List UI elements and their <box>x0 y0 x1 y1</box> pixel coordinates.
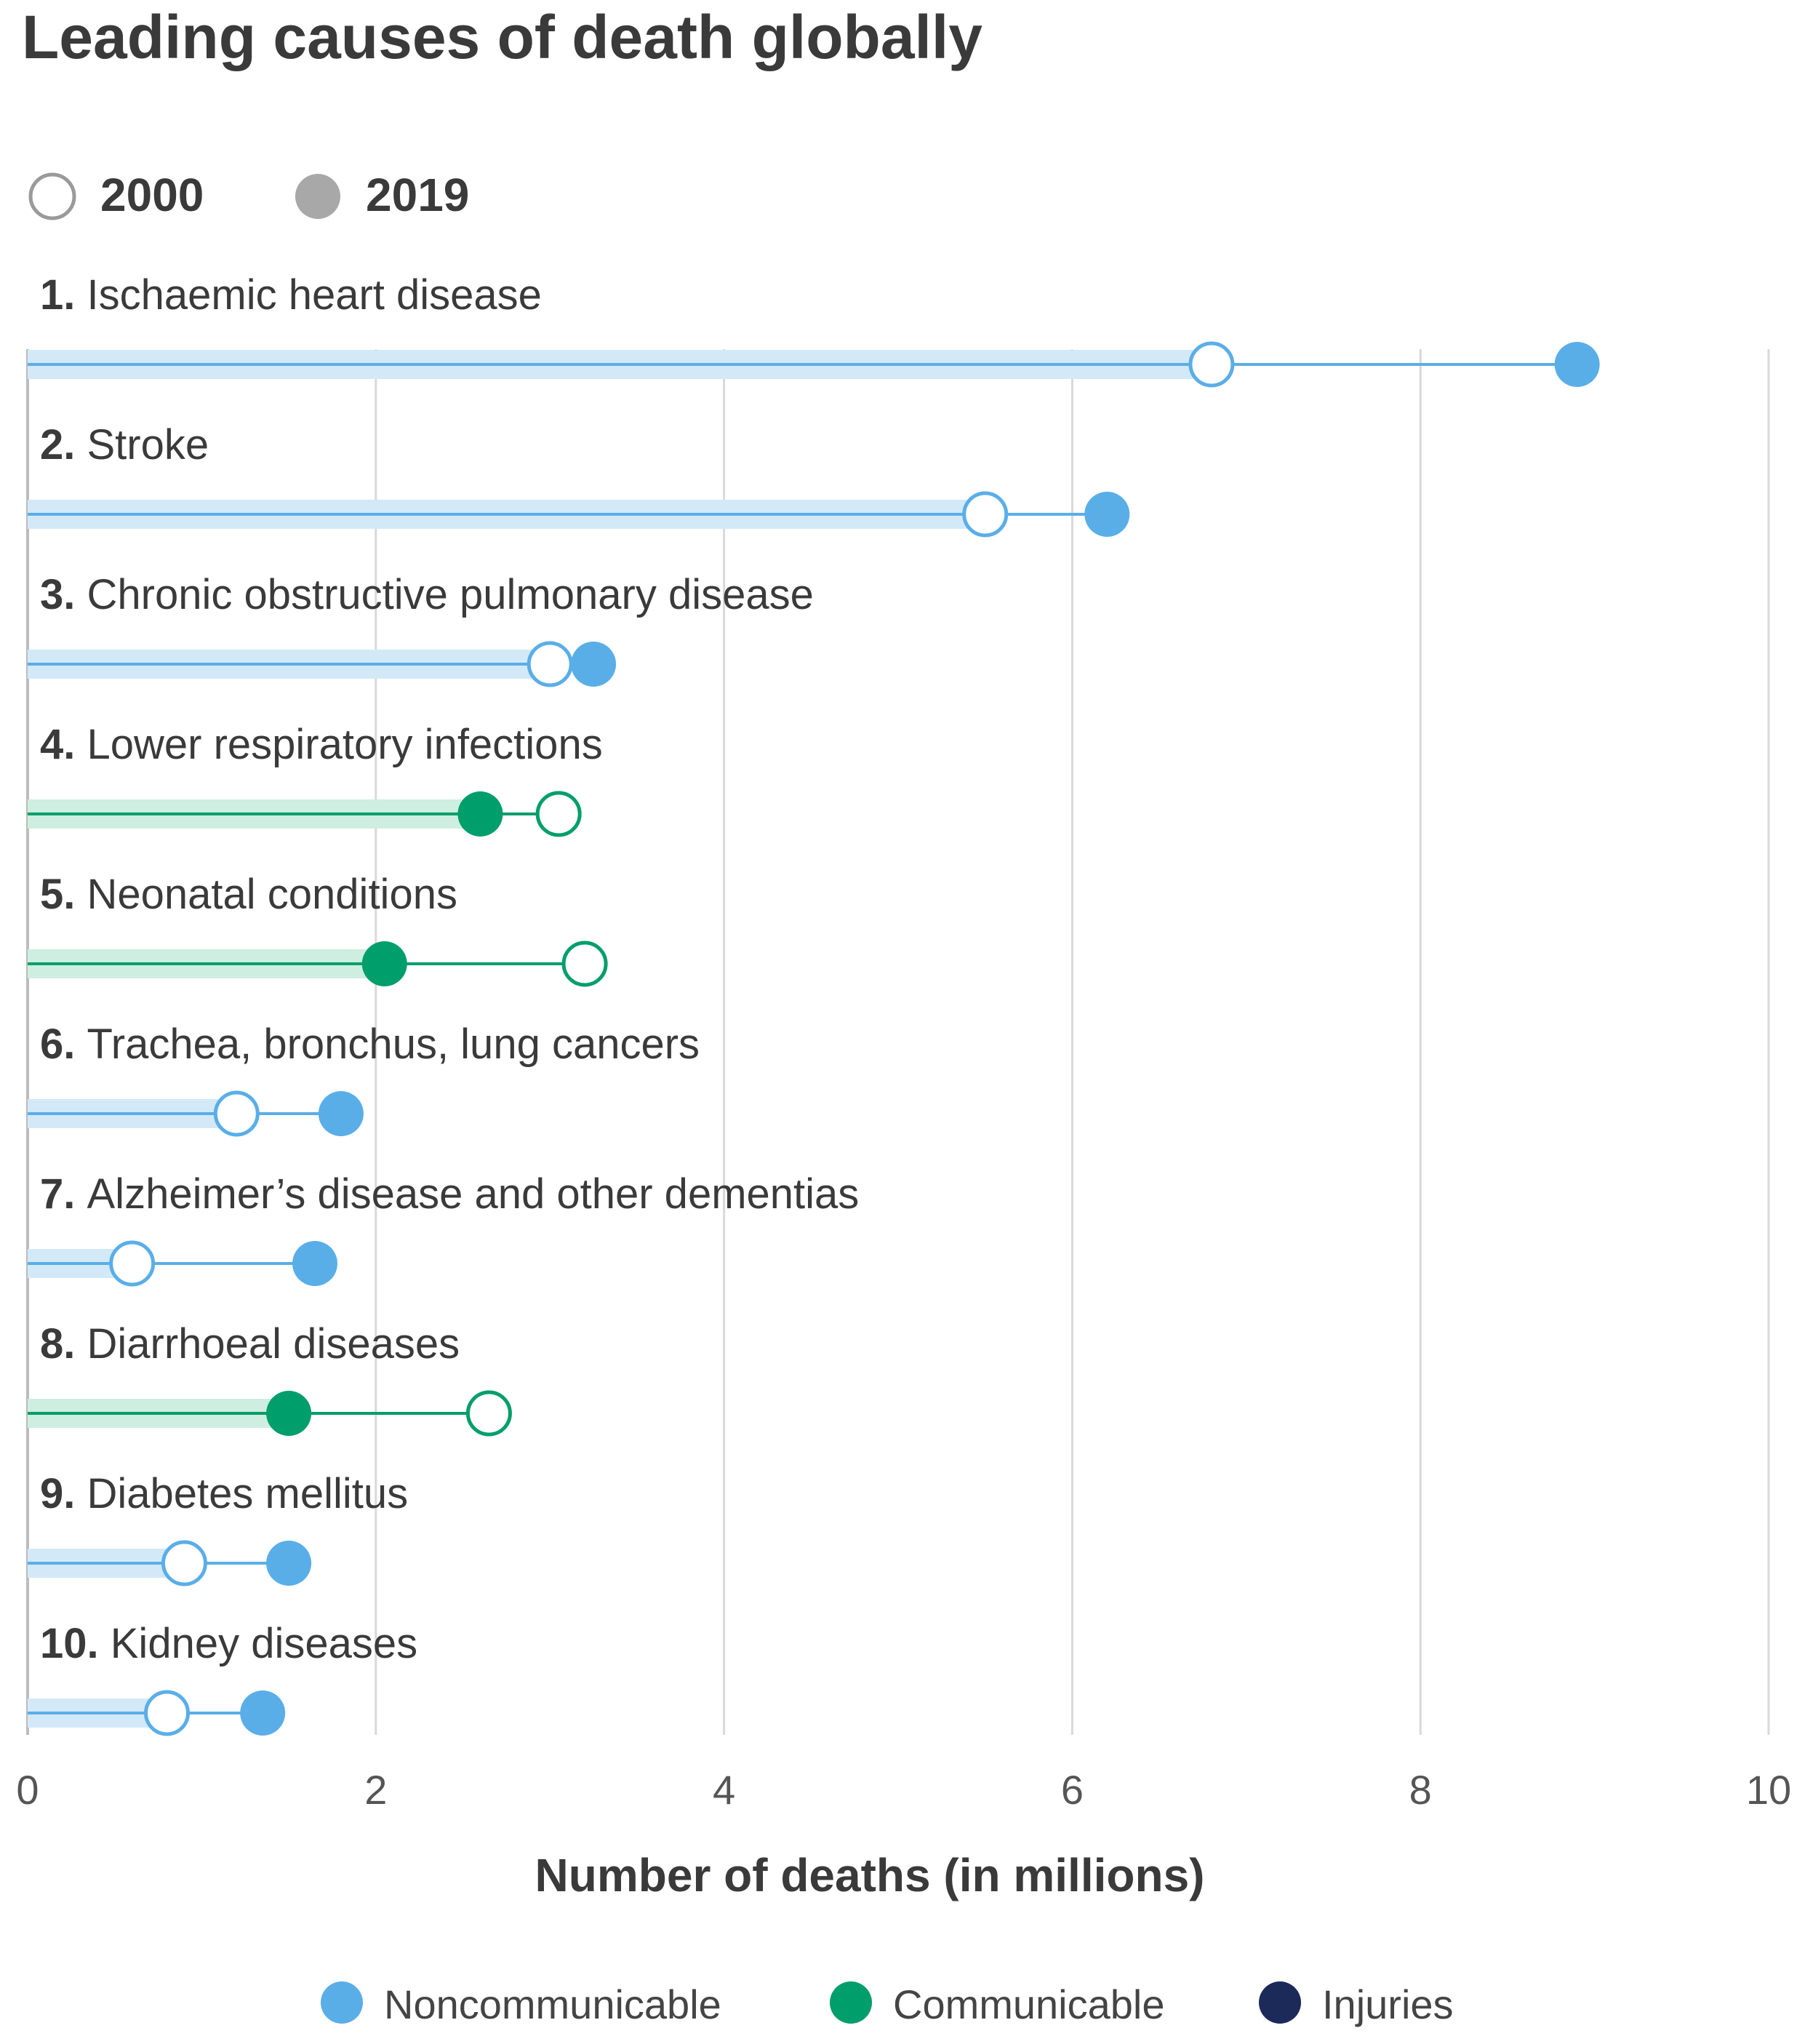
cause-label: 2. Stroke <box>40 421 209 468</box>
legend-injuries-label: Injuries <box>1322 1981 1454 2027</box>
cause-row: 4. Lower respiratory infections <box>28 721 603 837</box>
cause-name: Kidney diseases <box>111 1620 417 1667</box>
cause-rank: 9. <box>40 1470 87 1517</box>
x-tick-label: 10 <box>1746 1767 1791 1813</box>
cause-rank: 4. <box>40 721 87 768</box>
cause-name: Chronic obstructive pulmonary disease <box>87 571 814 618</box>
cause-rank: 3. <box>40 571 87 618</box>
point-2019 <box>292 1241 338 1286</box>
point-2000 <box>109 1240 156 1287</box>
cause-row: 9. Diabetes mellitus <box>28 1470 408 1586</box>
cause-name: Neonatal conditions <box>87 871 457 918</box>
point-2019 <box>361 941 407 986</box>
cause-rank: 10. <box>40 1620 111 1667</box>
year-legend: 2000 2019 <box>28 169 469 221</box>
cause-label: 5. Neonatal conditions <box>40 871 457 918</box>
x-tick-label: 0 <box>16 1767 39 1813</box>
cause-row: 2. Stroke <box>28 421 1130 538</box>
legend-2000-marker <box>28 172 76 220</box>
cause-name: Ischaemic heart disease <box>87 271 542 319</box>
point-2019 <box>240 1690 286 1736</box>
cause-row: 1. Ischaemic heart disease <box>28 271 1600 388</box>
legend-noncommunicable-marker <box>321 1981 363 2024</box>
cause-name: Trachea, bronchus, lung cancers <box>87 1021 700 1068</box>
legend-2019-marker <box>295 174 340 219</box>
x-tick-label: 2 <box>364 1767 387 1813</box>
point-2019 <box>1084 492 1130 537</box>
cause-label: 8. Diarrhoeal diseases <box>40 1320 460 1368</box>
x-tick-labels: 0 2 4 6 8 10 <box>16 1767 1791 1813</box>
x-tick-label: 4 <box>713 1767 735 1813</box>
point-2000 <box>962 491 1009 538</box>
point-2019 <box>571 642 617 687</box>
cause-row: 10. Kidney diseases <box>28 1620 417 1736</box>
legend-2019-label: 2019 <box>366 169 469 221</box>
point-2000 <box>213 1090 260 1137</box>
cause-rank: 1. <box>40 271 87 319</box>
cause-row: 5. Neonatal conditions <box>28 871 608 987</box>
cause-rank: 7. <box>40 1170 87 1218</box>
cause-name: Diabetes mellitus <box>87 1470 409 1517</box>
point-2019 <box>1554 342 1600 387</box>
x-tick-label: 8 <box>1409 1767 1432 1813</box>
legend-2000-label: 2000 <box>100 169 204 221</box>
point-2019 <box>318 1091 364 1136</box>
cause-name: Lower respiratory infections <box>87 721 603 768</box>
cause-rank: 5. <box>40 871 87 918</box>
cause-row: 6. Trachea, bronchus, lung cancers <box>28 1021 700 1137</box>
cause-label: 3. Chronic obstructive pulmonary disease <box>40 571 814 618</box>
x-axis-label: Number of deaths (in millions) <box>535 1849 1205 1901</box>
point-2000 <box>161 1540 207 1586</box>
cause-label: 7. Alzheimer’s disease and other dementi… <box>40 1170 859 1218</box>
legend-communicable-label: Communicable <box>893 1981 1165 2027</box>
point-2000 <box>527 641 573 687</box>
cause-name: Diarrhoeal diseases <box>87 1320 460 1368</box>
grid <box>26 349 1770 1735</box>
cause-row: 3. Chronic obstructive pulmonary disease <box>28 571 814 687</box>
cause-label: 9. Diabetes mellitus <box>40 1470 408 1517</box>
cause-label: 10. Kidney diseases <box>40 1620 417 1667</box>
legend-noncommunicable-label: Noncommunicable <box>384 1981 721 2027</box>
legend-injuries-marker <box>1259 1981 1301 2024</box>
chart-title: Leading causes of death globally <box>22 3 982 71</box>
x-tick-label: 6 <box>1061 1767 1084 1813</box>
legend-communicable-marker <box>830 1981 872 2024</box>
point-2019 <box>266 1541 312 1586</box>
cause-name: Stroke <box>87 421 209 468</box>
cause-rank: 2. <box>40 421 87 468</box>
cause-name: Alzheimer’s disease and other dementias <box>87 1170 860 1218</box>
cause-row: 8. Diarrhoeal diseases <box>28 1320 512 1437</box>
cause-label: 1. Ischaemic heart disease <box>40 271 542 319</box>
point-2019 <box>457 791 503 837</box>
cause-rank: 6. <box>40 1021 87 1068</box>
cause-rank: 8. <box>40 1320 87 1368</box>
cause-rows: 1. Ischaemic heart disease 2. Stroke 3. Ch… <box>28 271 1600 1736</box>
point-2000 <box>1188 341 1235 388</box>
point-2019 <box>266 1391 312 1436</box>
cause-label: 6. Trachea, bronchus, lung cancers <box>40 1021 700 1068</box>
point-2000 <box>561 941 608 987</box>
point-2000 <box>465 1390 512 1437</box>
point-2000 <box>144 1690 191 1736</box>
category-legend: Noncommunicable Communicable Injuries <box>321 1981 1454 2027</box>
cause-row: 7. Alzheimer’s disease and other dementi… <box>28 1170 859 1287</box>
point-2000 <box>535 791 582 837</box>
cause-label: 4. Lower respiratory infections <box>40 721 603 768</box>
